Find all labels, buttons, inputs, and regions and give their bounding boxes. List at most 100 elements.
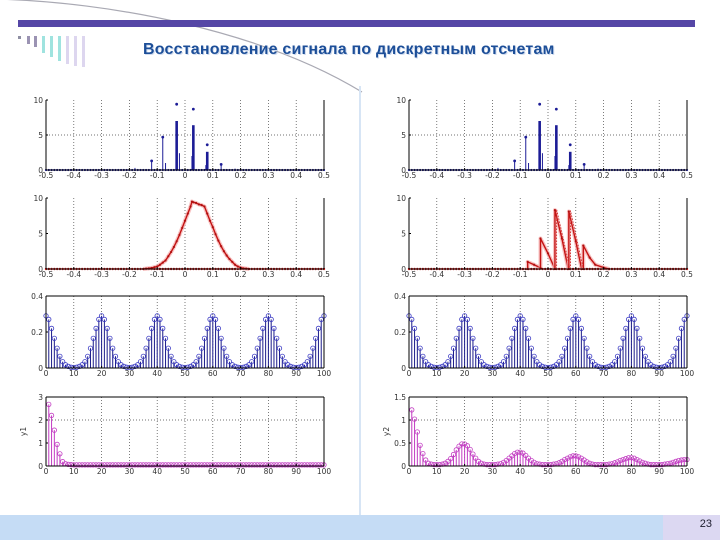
x-tick-label: 70 (599, 467, 609, 476)
data-point (254, 345, 260, 351)
data-point (224, 462, 230, 468)
y-tick-label: 0 (401, 462, 406, 471)
data-point (637, 335, 643, 341)
data-point (68, 364, 74, 370)
data-point (171, 462, 177, 468)
data-point (76, 462, 82, 468)
tick-labels: -0.5 -0.4 -0.3 -0.2 -0.1 0 0.1 0.2 0.3 0.4 0.5 0 5 10 (396, 194, 693, 279)
data-point (60, 359, 66, 365)
data-point (149, 462, 155, 468)
x-tick-label: -0.5 (39, 270, 54, 279)
data-point (164, 259, 167, 262)
tick-labels: 0 10 20 30 40 50 60 70 80 90 100 0 0.2 0.4 (31, 292, 331, 378)
data-point (51, 427, 57, 433)
tick-labels: -0.5 -0.4 -0.3 -0.2 -0.1 0 0.1 0.2 0.3 0.4 0.5 0 5 10 (33, 194, 330, 279)
data-point (240, 462, 246, 468)
x-tick-label: 10 (432, 467, 442, 476)
data-point (525, 335, 532, 341)
x-tick-label: 50 (543, 369, 553, 378)
data-point (301, 462, 308, 468)
data-point (160, 325, 166, 331)
data-point (584, 459, 590, 465)
data-point (467, 325, 473, 331)
data-point (285, 362, 291, 368)
decor-bar (42, 36, 45, 53)
y-tick-label: 0 (401, 364, 406, 373)
series-line (527, 261, 541, 269)
data-point (411, 325, 418, 331)
data-point (623, 456, 629, 462)
y-tick-label: 5 (401, 230, 406, 239)
data-point (222, 250, 226, 253)
data-point (276, 462, 283, 468)
data-point (573, 313, 579, 319)
data-point (226, 462, 233, 468)
data-point (546, 252, 550, 255)
x-tick-label: 30 (125, 467, 135, 476)
data-point (282, 359, 288, 365)
data-point (434, 462, 440, 468)
data-point (453, 447, 459, 453)
axes (45, 295, 325, 369)
plot-area (409, 397, 687, 466)
data-point (556, 460, 562, 466)
data-point (617, 457, 623, 464)
data-point (318, 462, 324, 468)
data-point (246, 462, 252, 468)
data-point (288, 462, 294, 468)
data-point (192, 201, 195, 204)
data-point (48, 412, 55, 418)
data-point (146, 462, 152, 468)
x-tick-label: 50 (180, 467, 190, 476)
x-tick-label: 0 (407, 369, 412, 378)
data-point (153, 266, 156, 269)
data-point (514, 316, 521, 322)
data-point (659, 364, 665, 370)
data-point (221, 462, 227, 468)
series-stems (497, 137, 599, 170)
x-tick-label: 60 (571, 467, 581, 476)
x-tick-label: 0 (407, 467, 412, 476)
x-tick-label: 30 (125, 369, 135, 378)
plot-area (46, 397, 324, 466)
data-point (423, 457, 429, 463)
data-point (124, 462, 130, 468)
x-tick-label: 20 (97, 369, 107, 378)
x-tick-label: 70 (236, 467, 246, 476)
data-point (207, 462, 213, 468)
data-point (238, 462, 244, 468)
data-point (513, 159, 517, 163)
data-point (448, 353, 454, 359)
chart-y2-right: 0 10 20 30 40 50 60 70 80 90 100 0 0.5 1 1.5 y2 (382, 393, 694, 476)
x-tick-label: 70 (236, 369, 246, 378)
data-point (656, 364, 662, 371)
data-point (568, 143, 572, 147)
x-tick-label: 10 (432, 369, 442, 378)
x-tick-label: 0.2 (598, 171, 610, 180)
data-point (304, 359, 310, 365)
x-tick-label: 80 (627, 369, 637, 378)
data-point (65, 461, 71, 467)
y-tick-label: 0.2 (394, 328, 406, 337)
data-point (648, 462, 654, 468)
data-point (623, 325, 629, 331)
data-point (236, 265, 239, 268)
data-point (251, 462, 258, 468)
x-tick-label: 90 (291, 467, 301, 476)
data-point (115, 462, 121, 468)
data-point (157, 316, 163, 322)
data-point (82, 359, 88, 365)
data-point (220, 245, 223, 248)
data-point (201, 335, 208, 341)
data-point (560, 237, 564, 240)
data-point (592, 362, 598, 368)
data-point (528, 345, 534, 351)
chart-signal-samples-right: 0 10 20 30 40 50 60 70 80 90 100 0 0.2 0.4 (394, 292, 694, 378)
decor-bar (82, 36, 85, 67)
data-point (587, 460, 593, 466)
tick-labels: 0 10 20 30 40 50 60 70 80 90 100 0 0.5 1 1.5 y2 (382, 393, 694, 476)
data-point (263, 462, 269, 468)
data-point (524, 135, 528, 139)
data-point (598, 364, 604, 370)
x-tick-label: 80 (264, 467, 274, 476)
